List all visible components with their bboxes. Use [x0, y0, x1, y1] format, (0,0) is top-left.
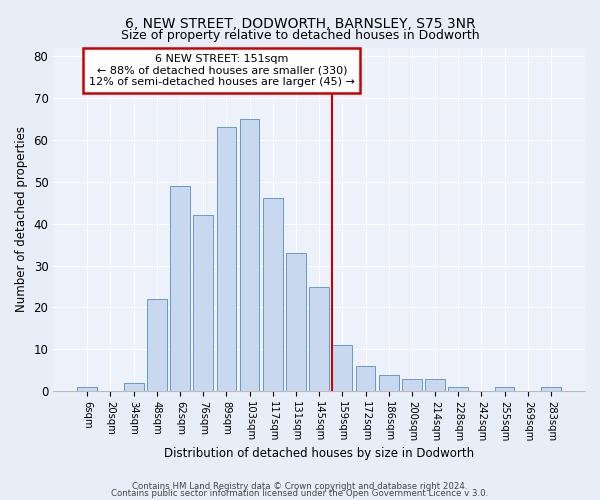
Bar — [356, 366, 376, 392]
Bar — [193, 215, 213, 392]
Text: 6 NEW STREET: 151sqm
← 88% of detached houses are smaller (330)
12% of semi-deta: 6 NEW STREET: 151sqm ← 88% of detached h… — [89, 54, 355, 87]
Bar — [379, 374, 398, 392]
Bar — [402, 379, 422, 392]
Bar — [263, 198, 283, 392]
Bar — [240, 119, 259, 392]
Bar — [541, 387, 561, 392]
Bar — [309, 286, 329, 392]
Bar — [495, 387, 514, 392]
Bar — [286, 253, 306, 392]
Bar — [332, 345, 352, 392]
Text: Contains public sector information licensed under the Open Government Licence v : Contains public sector information licen… — [112, 489, 488, 498]
Bar — [448, 387, 468, 392]
Text: Size of property relative to detached houses in Dodworth: Size of property relative to detached ho… — [121, 29, 479, 42]
X-axis label: Distribution of detached houses by size in Dodworth: Distribution of detached houses by size … — [164, 447, 474, 460]
Text: 6, NEW STREET, DODWORTH, BARNSLEY, S75 3NR: 6, NEW STREET, DODWORTH, BARNSLEY, S75 3… — [125, 18, 475, 32]
Bar — [425, 379, 445, 392]
Text: Contains HM Land Registry data © Crown copyright and database right 2024.: Contains HM Land Registry data © Crown c… — [132, 482, 468, 491]
Bar — [147, 299, 167, 392]
Bar — [124, 383, 143, 392]
Y-axis label: Number of detached properties: Number of detached properties — [15, 126, 28, 312]
Bar — [170, 186, 190, 392]
Bar — [77, 387, 97, 392]
Bar — [217, 127, 236, 392]
